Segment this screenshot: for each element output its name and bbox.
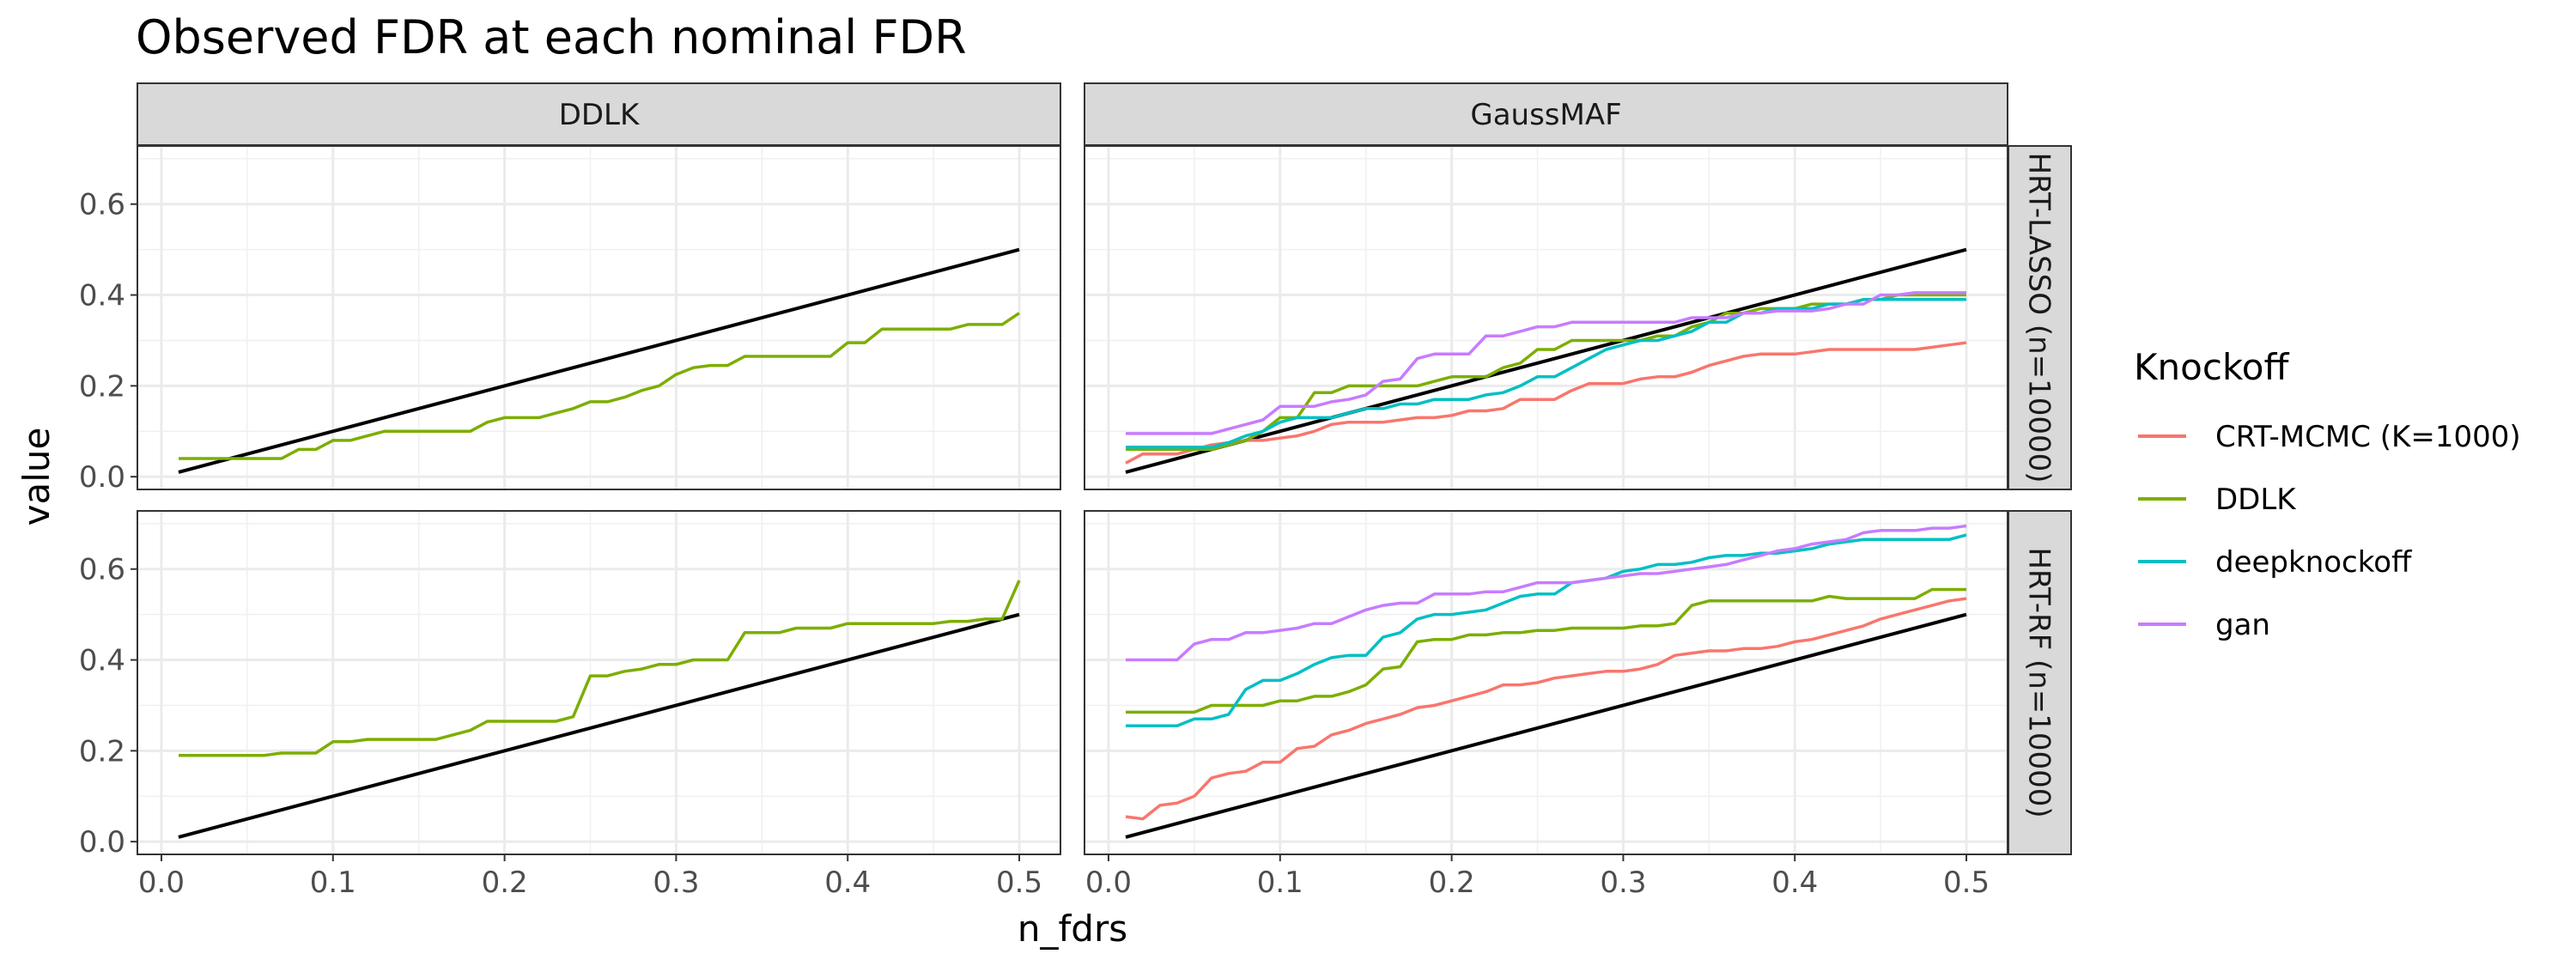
reference-line <box>1125 247 1967 474</box>
x-tick-label: 0.1 <box>1257 866 1303 900</box>
strip-label-ddlk: DDLK <box>559 98 641 132</box>
x-tick-label: 0.5 <box>996 866 1042 900</box>
strip-ddlk <box>137 82 1061 146</box>
strip-label-hrt-lasso-n-10000: HRT-LASSO (n=10000) <box>2022 152 2057 483</box>
panel-background <box>137 511 1060 854</box>
panel-border <box>1084 510 2008 855</box>
panel-background <box>1084 146 2008 489</box>
reference-line <box>178 612 1020 839</box>
panel-gaussmaf-hrt-lasso-n-10000 <box>1084 145 2008 490</box>
panel-background <box>1084 511 2008 854</box>
x-tick-label: 0.3 <box>653 866 699 900</box>
series-line-deepknockoff <box>1126 533 1967 728</box>
series-line-deepknockoff <box>1126 298 1966 449</box>
series-line-gan <box>1126 524 1967 662</box>
strip-hrt-lasso-n-10000 <box>2008 145 2072 490</box>
panel-border <box>1084 145 2008 490</box>
x-tick-label: 0.2 <box>482 866 528 900</box>
x-tick-label: 0.0 <box>138 866 185 900</box>
x-tick-label: 0.2 <box>1429 866 1475 900</box>
y-tick-label: 0.6 <box>79 553 125 587</box>
legend-label-gan: gan <box>2215 608 2270 642</box>
panel-background <box>137 146 1060 489</box>
legend-label-deepknockoff: deepknockoff <box>2215 545 2413 580</box>
y-tick-label: 0.2 <box>79 369 125 404</box>
series-line-crt-mcmc-k-1000 <box>1125 597 1967 821</box>
y-tick-label: 0.4 <box>79 644 125 678</box>
strip-label-gaussmaf: GaussMAF <box>1470 98 1621 132</box>
legend-title: Knockoff <box>2134 346 2289 388</box>
series-line-ddlk <box>1126 587 1966 714</box>
y-tick-label: 0.0 <box>79 825 125 860</box>
series-line-crt-mcmc-k-1000 <box>1125 341 1967 465</box>
series-line-gan <box>1126 291 1966 435</box>
y-tick-label: 0.6 <box>79 188 125 222</box>
panel-border <box>137 510 1061 855</box>
strip-gaussmaf <box>1084 82 2008 146</box>
x-axis-title: n_fdrs <box>1018 908 1127 950</box>
series-line-ddlk <box>179 312 1020 460</box>
x-tick-label: 0.4 <box>1771 866 1818 900</box>
y-tick-label: 0.4 <box>79 279 125 313</box>
chart-title: Observed FDR at each nominal FDR <box>136 10 967 64</box>
legend: Knockoff CRT-MCMC (K=1000) DDLK deepknocko… <box>2134 346 2521 642</box>
y-tick-label: 0.2 <box>79 734 125 769</box>
x-tick-label: 0.4 <box>824 866 871 900</box>
panel-border <box>137 145 1061 490</box>
x-tick-label: 0.5 <box>1943 866 1990 900</box>
x-tick-label: 0.1 <box>310 866 356 900</box>
facet-panels: DDLK GaussMAF HRT-LASSO (n=10000) HRT-RF (n… <box>79 82 2072 900</box>
panel-gaussmaf-hrt-rf-n-10000 <box>1084 510 2008 855</box>
legend-label-ddlk: DDLK <box>2215 483 2297 517</box>
y-axis-title: value <box>15 428 58 526</box>
reference-line <box>1125 612 1967 839</box>
panel-ddlk-hrt-rf-n-10000 <box>137 510 1061 855</box>
y-tick-label: 0.0 <box>79 460 125 495</box>
strip-label-hrt-rf-n-10000: HRT-RF (n=10000) <box>2022 547 2057 817</box>
strip-hrt-rf-n-10000 <box>2008 510 2072 855</box>
panel-ddlk-hrt-lasso-n-10000 <box>137 145 1061 490</box>
x-tick-label: 0.0 <box>1085 866 1132 900</box>
legend-label-crt-mcmc-k-1000: CRT-MCMC (K=1000) <box>2215 420 2521 454</box>
series-line-ddlk <box>179 580 1021 757</box>
x-tick-label: 0.3 <box>1600 866 1646 900</box>
reference-line <box>178 247 1020 474</box>
